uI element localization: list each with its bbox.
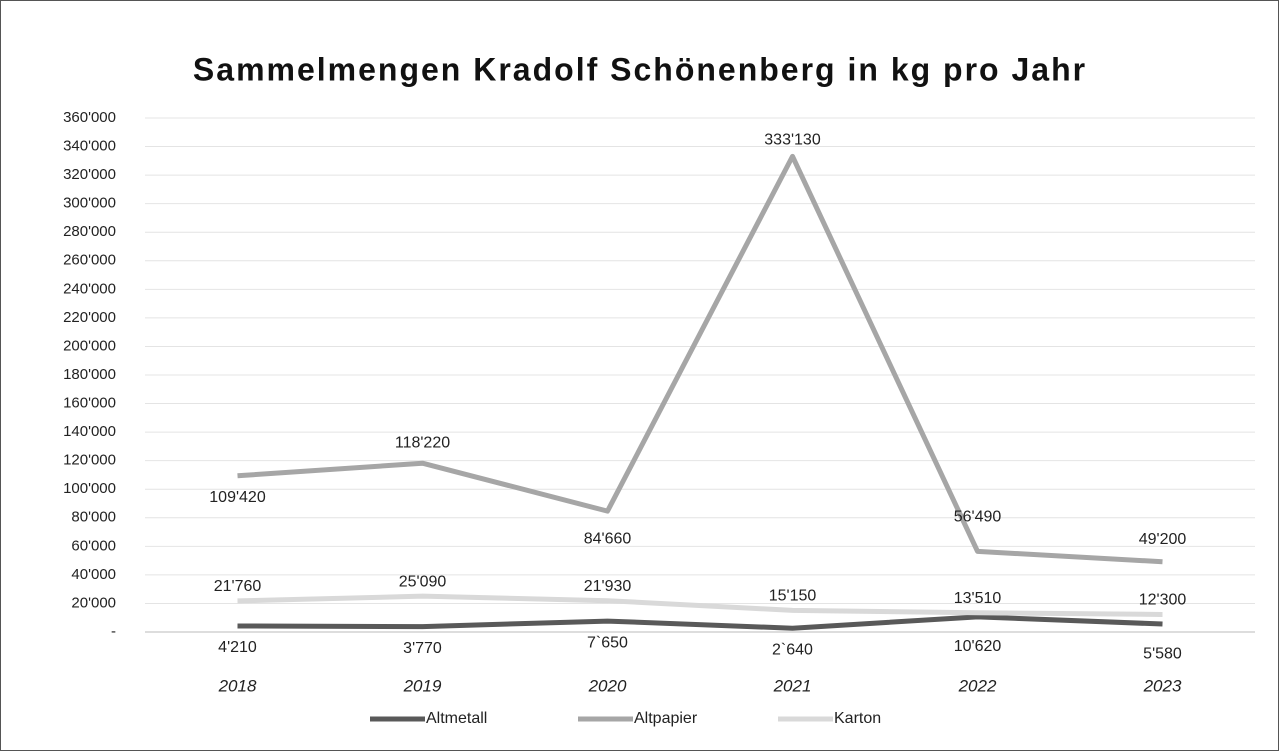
y-tick-label: 220'000 [63, 309, 116, 326]
y-tick-label: 260'000 [63, 252, 116, 269]
series-line [237, 614, 1163, 631]
y-tick-label: 40'000 [71, 566, 116, 583]
x-tick-label: 2022 [958, 676, 997, 695]
y-tick-label: 180'000 [63, 366, 116, 383]
y-tick-label: 20'000 [71, 594, 116, 611]
series-line [237, 153, 1163, 565]
x-tick-label: 2018 [218, 676, 257, 695]
chart-title: Sammelmengen Kradolf Schönenberg in kg p… [193, 51, 1087, 87]
y-tick-label: 280'000 [63, 223, 116, 240]
y-tick-label: 60'000 [71, 537, 116, 554]
y-tick-label: 100'000 [63, 480, 116, 497]
data-label: 56'490 [954, 509, 1002, 526]
data-label: 49'200 [1139, 531, 1187, 548]
x-tick-label: 2023 [1143, 676, 1182, 695]
data-label: 25'090 [399, 573, 447, 590]
y-tick-label: 340'000 [63, 138, 116, 155]
legend-label: Altpapier [634, 710, 698, 727]
y-tick-label: 360'000 [63, 109, 116, 126]
y-tick-label: 80'000 [71, 509, 116, 526]
data-label: 84'660 [584, 530, 632, 547]
data-label: 333'130 [764, 132, 821, 149]
data-label: 4'210 [218, 639, 257, 656]
data-label: 3'770 [403, 640, 442, 657]
y-tick-label: 140'000 [63, 423, 116, 440]
data-label: 2`640 [772, 641, 813, 658]
data-label: 7`650 [587, 634, 628, 651]
series-line [237, 593, 1163, 617]
y-tick-label: - [111, 623, 116, 640]
legend-label: Karton [834, 710, 881, 727]
y-tick-label: 300'000 [63, 195, 116, 212]
x-tick-label: 2019 [403, 676, 442, 695]
legend-label: Altmetall [426, 710, 487, 727]
data-label: 10'620 [954, 638, 1002, 655]
data-label: 12'300 [1139, 592, 1187, 609]
y-tick-label: 320'000 [63, 166, 116, 183]
data-label: 118'220 [395, 434, 450, 451]
data-label: 15'150 [769, 588, 817, 605]
data-label: 21'930 [584, 578, 632, 595]
y-tick-label: 120'000 [63, 452, 116, 469]
data-label: 109'420 [209, 489, 266, 506]
x-tick-label: 2021 [773, 676, 812, 695]
data-label: 21'760 [214, 578, 262, 595]
y-tick-label: 240'000 [63, 280, 116, 297]
data-label: 5'580 [1143, 645, 1182, 662]
y-tick-label: 200'000 [63, 337, 116, 354]
y-tick-label: 160'000 [63, 395, 116, 412]
x-tick-label: 2020 [588, 676, 627, 695]
data-label: 13'510 [954, 590, 1002, 607]
